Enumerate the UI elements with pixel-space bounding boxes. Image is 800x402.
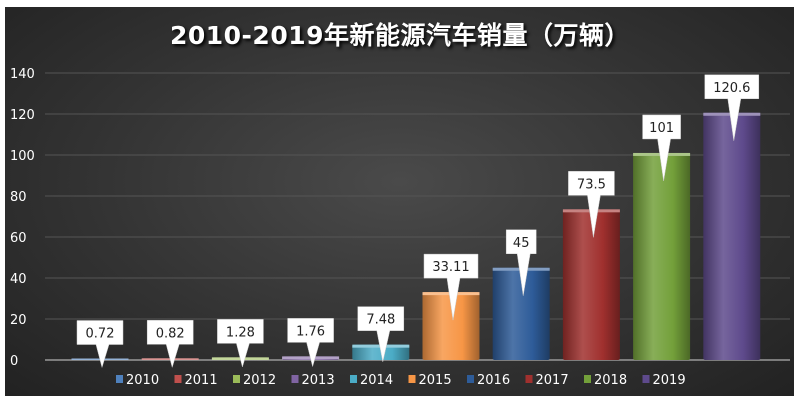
data-label-text: 0.82 <box>156 326 185 341</box>
legend-label: 2015 <box>419 373 452 388</box>
y-tick-label: 80 <box>10 190 27 205</box>
data-label-2011: 0.82 <box>146 320 194 369</box>
legend-swatch <box>467 375 474 383</box>
legend-item-2013: 2013 <box>291 373 335 388</box>
data-label-callout <box>76 320 124 369</box>
data-label-2019: 120.6 <box>704 74 760 141</box>
data-label-callout <box>423 253 479 321</box>
legend-label: 2017 <box>536 373 569 388</box>
y-tick-label: 100 <box>10 149 35 164</box>
data-label-callout <box>357 306 405 362</box>
bar-2015 <box>422 292 480 360</box>
data-label-callout <box>505 229 537 296</box>
data-label-text: 1.28 <box>226 325 255 340</box>
data-label-2010: 0.72 <box>76 320 124 369</box>
data-label-text: 101 <box>649 121 674 136</box>
legend-item-2018: 2018 <box>584 373 627 388</box>
legend-item-2017: 2017 <box>525 373 569 388</box>
y-tick-label: 20 <box>10 313 27 328</box>
data-label-text: 7.48 <box>366 313 395 328</box>
legend-label: 2019 <box>653 373 686 388</box>
legend-item-2016: 2016 <box>467 373 510 388</box>
data-label-callout <box>146 320 194 369</box>
data-label-2018: 101 <box>642 114 681 181</box>
data-label-text: 0.72 <box>86 327 115 342</box>
y-tick-label: 40 <box>10 272 27 287</box>
data-label-callout <box>217 319 264 368</box>
legend-swatch <box>174 375 182 383</box>
data-label-text: 120.6 <box>713 81 750 96</box>
y-tick-label: 60 <box>10 231 27 246</box>
legend-swatch <box>291 375 299 383</box>
y-tick-label: 140 <box>10 67 35 82</box>
data-label-callout <box>287 318 334 368</box>
data-label-2016: 45 <box>505 229 537 296</box>
legend-label: 2011 <box>185 373 218 388</box>
legend-item-2015: 2015 <box>408 373 452 388</box>
legend-label: 2016 <box>477 373 510 388</box>
legend-swatch <box>116 375 123 383</box>
y-tick-label: 120 <box>10 108 35 123</box>
data-label-2014: 7.48 <box>357 306 405 362</box>
y-tick-label: 0 <box>10 354 18 369</box>
legend-label: 2012 <box>243 373 276 388</box>
legend-item-2012: 2012 <box>233 373 276 388</box>
data-label-2012: 1.28 <box>217 319 264 368</box>
bar-2018 <box>633 152 691 360</box>
legend-label: 2013 <box>302 373 335 388</box>
legend-swatch <box>525 375 533 383</box>
legend-swatch <box>350 375 357 383</box>
chart-title: 2010-2019年新能源汽车销量（万辆） <box>169 21 631 50</box>
data-label-2015: 33.11 <box>423 253 479 321</box>
bar-2019 <box>703 112 761 361</box>
legend-swatch <box>408 375 416 383</box>
legend-label: 2014 <box>360 373 393 388</box>
legend-item-2014: 2014 <box>350 373 393 388</box>
legend-swatch <box>584 375 591 383</box>
bar-2016 <box>492 267 550 360</box>
bar-2017 <box>562 209 620 360</box>
data-label-text: 45 <box>513 236 530 251</box>
data-label-text: 73.5 <box>577 177 606 192</box>
data-label-text: 1.76 <box>296 324 325 339</box>
legend-label: 2018 <box>594 373 627 388</box>
data-label-2017: 73.5 <box>568 171 615 238</box>
legend-label: 2010 <box>126 373 159 388</box>
legend-swatch <box>233 375 240 383</box>
data-label-callout <box>568 171 615 238</box>
legend-swatch <box>642 375 650 383</box>
legend-item-2010: 2010 <box>116 373 159 388</box>
data-label-callout <box>704 74 760 141</box>
data-label-callout <box>642 114 681 181</box>
legend-item-2019: 2019 <box>642 373 686 388</box>
data-label-2013: 1.76 <box>287 318 334 368</box>
data-label-text: 33.11 <box>432 260 469 275</box>
legend-item-2011: 2011 <box>174 373 218 388</box>
